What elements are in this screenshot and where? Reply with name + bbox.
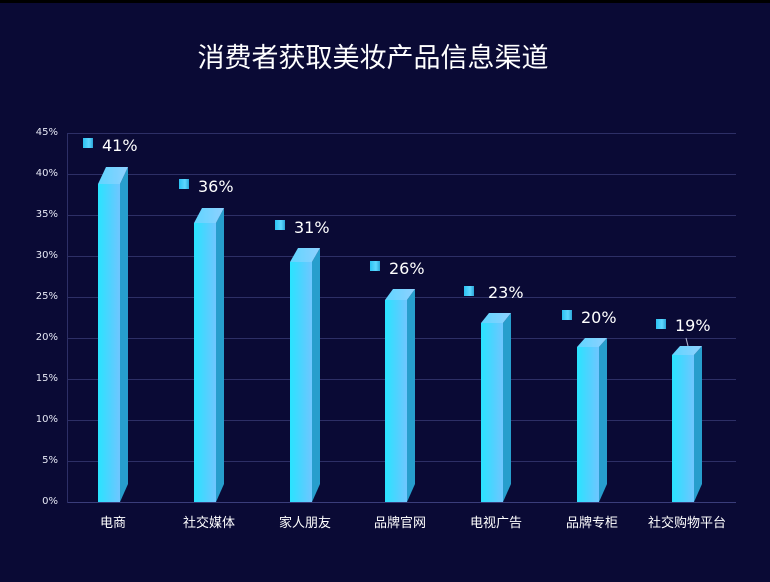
- bar-家人朋友: [290, 248, 320, 502]
- bar-电视广告: [481, 313, 511, 502]
- y-tick-label: 15%: [35, 373, 58, 384]
- chart-title: 消费者获取美妆产品信息渠道: [197, 43, 549, 74]
- bar-电商: [98, 167, 128, 502]
- y-tick-label: 5%: [42, 455, 58, 466]
- y-tick-label: 0%: [42, 496, 58, 507]
- x-tick-label: 电商: [99, 516, 126, 531]
- x-tick-label: 家人朋友: [278, 516, 331, 531]
- label-marker-icon: [464, 286, 474, 296]
- label-marker-icon: [656, 319, 666, 329]
- x-tick-label: 社交购物平台: [647, 516, 726, 531]
- y-tick-label: 35%: [35, 209, 58, 220]
- data-label: 26%: [389, 259, 425, 278]
- x-tick-label: 社交媒体: [182, 516, 235, 531]
- x-axis-line: [67, 502, 736, 503]
- data-label: 31%: [294, 218, 330, 237]
- gridline: [67, 256, 736, 257]
- y-tick-label: 25%: [35, 291, 58, 302]
- gridline: [67, 215, 736, 216]
- y-tick-label: 40%: [35, 168, 58, 179]
- y-tick-label: 45%: [35, 127, 58, 138]
- data-label: 23%: [488, 283, 524, 302]
- y-axis-line: [67, 133, 68, 503]
- y-tick-label: 30%: [35, 250, 58, 261]
- x-tick-label: 品牌专柜: [565, 516, 618, 531]
- bar-社交媒体: [194, 208, 224, 502]
- data-label: 19%: [675, 316, 711, 335]
- bar-品牌专柜: [577, 338, 607, 502]
- gridline: [67, 174, 736, 175]
- data-label: 20%: [581, 308, 617, 327]
- bar-社交购物平台: [672, 337, 702, 502]
- x-tick-label: 品牌官网: [373, 516, 426, 531]
- x-tick-label: 电视广告: [469, 516, 522, 531]
- y-tick-label: 20%: [35, 332, 58, 343]
- y-tick-label: 10%: [35, 414, 58, 425]
- data-label: 36%: [198, 177, 234, 196]
- gridline: [67, 133, 736, 134]
- label-marker-icon: [370, 261, 380, 271]
- label-marker-icon: [562, 310, 572, 320]
- bar-品牌官网: [385, 289, 415, 502]
- label-marker-icon: [83, 138, 93, 148]
- label-marker-icon: [179, 179, 189, 189]
- data-label: 41%: [102, 136, 138, 155]
- label-marker-icon: [275, 220, 285, 230]
- top-border: [0, 0, 770, 3]
